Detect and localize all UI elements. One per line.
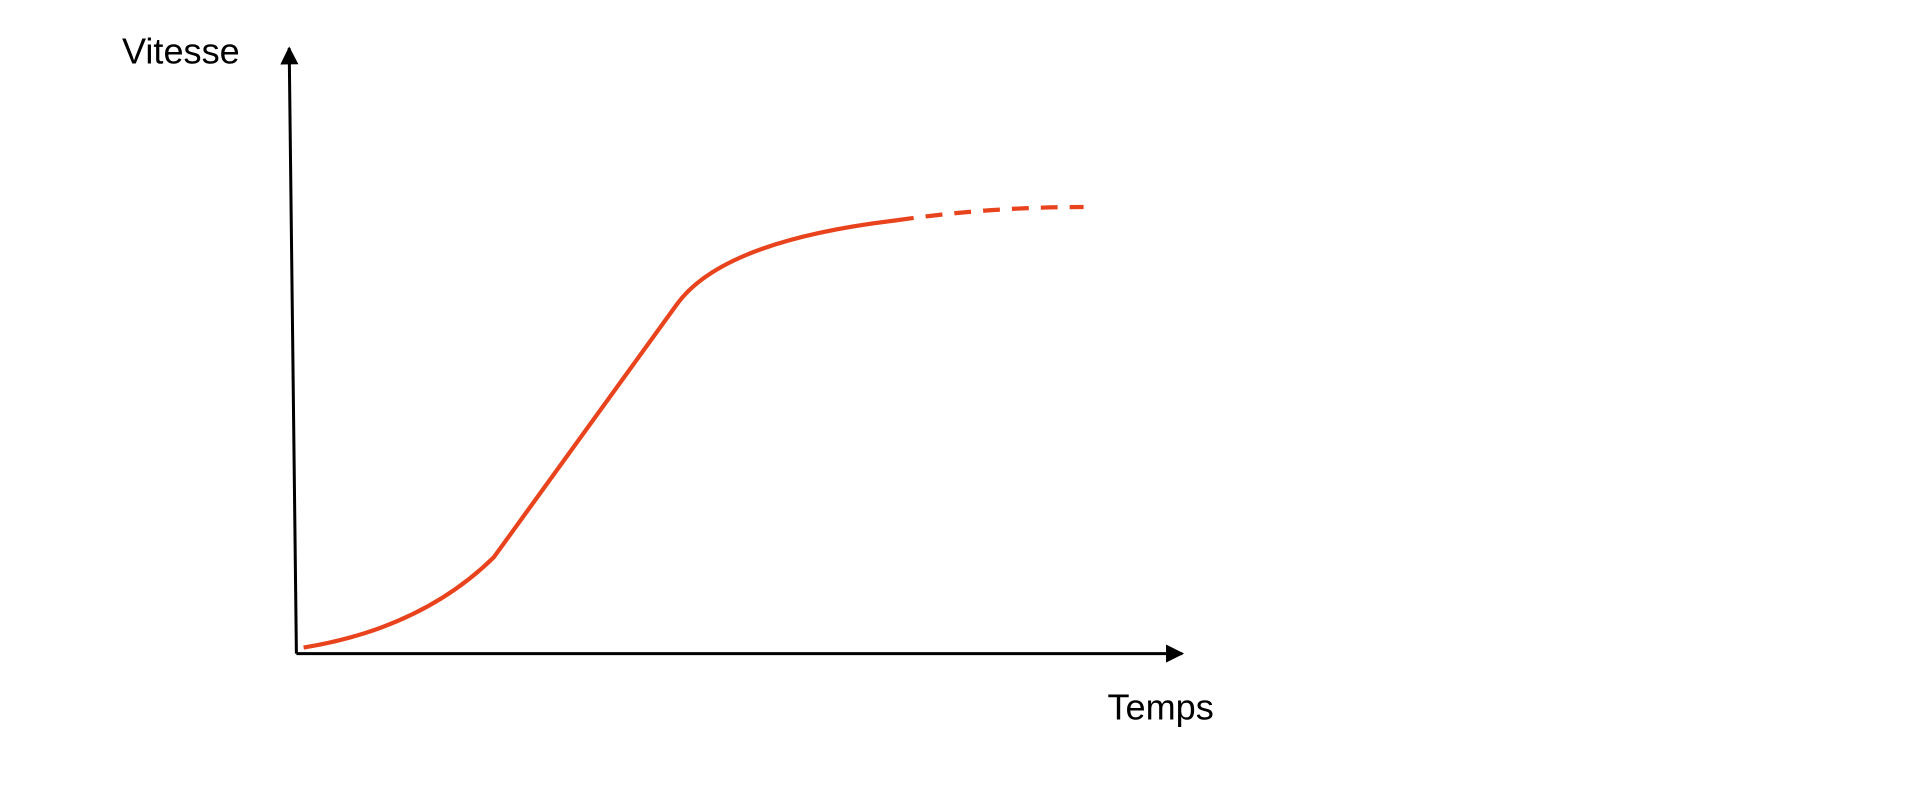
x-axis-label: Temps <box>1107 687 1213 728</box>
y-axis <box>280 46 299 654</box>
curve-solid <box>303 218 898 650</box>
y-axis-label: Vitesse <box>122 31 240 72</box>
curve-dashed <box>896 204 1084 223</box>
